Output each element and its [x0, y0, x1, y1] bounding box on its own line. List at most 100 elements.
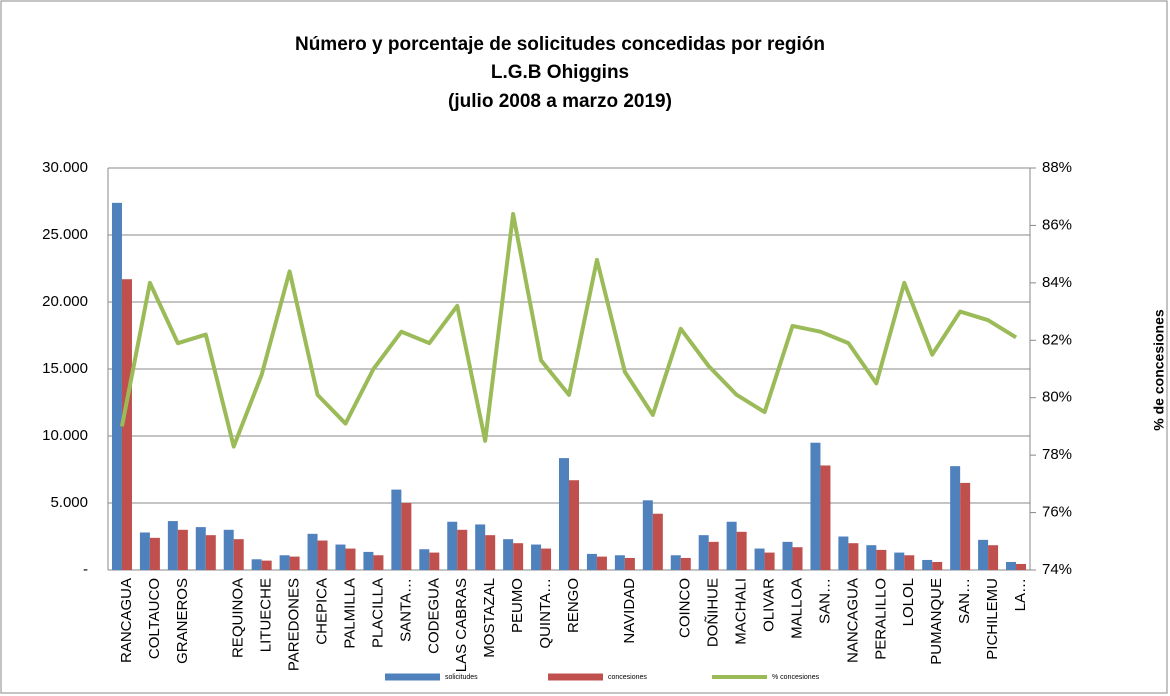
legend-label: % concesiones [772, 674, 820, 681]
bar [307, 533, 318, 570]
x-tick-label: GRANEROS [174, 578, 191, 664]
x-tick-label: CODEGUA [425, 578, 442, 654]
x-tick-label: REQUINOA [230, 578, 247, 658]
y2-tick-label: 78% [1042, 446, 1072, 463]
x-tick-label: QUINTA… [537, 578, 554, 649]
bar [429, 552, 440, 570]
bar [670, 555, 681, 570]
bar [680, 557, 691, 570]
bar [792, 547, 803, 570]
y-tick-label: 25.000 [42, 226, 88, 243]
bar [764, 552, 775, 570]
x-tick-label: LITUECHE [258, 578, 275, 652]
bar [503, 539, 514, 570]
y2-axis-title: % de concesiones [1151, 309, 1167, 431]
bar [1016, 563, 1027, 570]
bar [531, 544, 542, 570]
x-tick-label: SAN… [956, 578, 973, 624]
bar [289, 556, 300, 570]
x-tick-label: SAN… [816, 578, 833, 624]
x-tick-label: COLTAUCO [146, 578, 163, 659]
bar [614, 555, 625, 570]
y2-tick-label: 74% [1042, 561, 1072, 578]
bar [876, 549, 887, 570]
bar [475, 524, 486, 570]
bar [866, 545, 877, 570]
x-tick-label: LA… [1012, 578, 1029, 611]
bar [121, 279, 132, 570]
legend-label: solicitudes [445, 674, 478, 681]
bar [904, 555, 915, 570]
bar [139, 532, 150, 570]
bar [698, 535, 709, 570]
x-tick-label: PICHILEMU [984, 578, 1001, 660]
bar [848, 543, 859, 570]
bar [457, 529, 468, 570]
x-tick-label: MACHALI [733, 578, 750, 645]
chart-title: (julio 2008 a marzo 2019) [448, 91, 672, 112]
bar [223, 529, 234, 570]
bar [782, 541, 793, 570]
x-tick-label: PUMANQUE [928, 578, 945, 665]
bar [559, 458, 569, 570]
bar [810, 442, 821, 570]
bar [820, 465, 831, 570]
bar [167, 521, 178, 570]
x-tick-label: LAS CABRAS [453, 578, 470, 672]
bar [447, 521, 458, 570]
y-tick-label: 5.000 [50, 494, 88, 511]
x-tick-label: SANTA… [397, 578, 414, 642]
bar [363, 551, 374, 570]
y2-tick-label: 76% [1042, 504, 1072, 521]
y2-tick-label: 84% [1042, 274, 1072, 291]
bar [960, 482, 971, 570]
bar [233, 539, 244, 570]
bar [111, 202, 122, 570]
bar [317, 540, 328, 570]
x-tick-label: NAVIDAD [621, 578, 638, 644]
y-tick-label: 30.000 [42, 159, 88, 176]
y2-tick-label: 82% [1042, 331, 1072, 348]
y2-tick-label: 86% [1042, 216, 1072, 233]
bar [261, 560, 272, 570]
bar [541, 548, 552, 570]
bar [335, 544, 346, 570]
x-tick-label: PEUMO [509, 578, 526, 633]
y2-tick-label: 80% [1042, 389, 1072, 406]
bar [894, 552, 905, 570]
x-tick-label: COINCO [677, 578, 694, 638]
bar [373, 555, 384, 570]
bar [149, 537, 160, 570]
bar [624, 557, 635, 570]
x-tick-label: RENGO [565, 578, 582, 633]
bar [279, 555, 290, 570]
bar [754, 548, 765, 570]
bar [642, 500, 653, 570]
bar [513, 543, 524, 570]
bar [708, 541, 719, 570]
y-tick-label: 15.000 [42, 360, 88, 377]
chart-title: L.G.B Ohiggins [491, 62, 629, 83]
x-tick-label: PERALILLO [872, 578, 889, 660]
bar [419, 549, 430, 570]
y-tick-label: 10.000 [42, 427, 88, 444]
bar [838, 536, 849, 570]
bar [569, 480, 579, 570]
y2-tick-label: 88% [1042, 159, 1072, 176]
bar [950, 466, 961, 570]
bar [978, 539, 989, 570]
bar [736, 531, 747, 570]
legend-label: concesiones [608, 674, 647, 681]
chart-title: Número y porcentaje de solicitudes conce… [295, 34, 825, 55]
x-tick-label: OLIVAR [761, 578, 778, 632]
bar [1006, 561, 1017, 570]
x-tick-label: LOLOL [900, 578, 917, 626]
bar [345, 548, 356, 570]
x-tick-label: CHEPICA [314, 578, 331, 645]
x-tick-label: RANCAGUA [118, 578, 135, 663]
x-tick-label: PLACILLA [369, 578, 386, 648]
bar [485, 535, 496, 570]
bar [922, 559, 933, 570]
